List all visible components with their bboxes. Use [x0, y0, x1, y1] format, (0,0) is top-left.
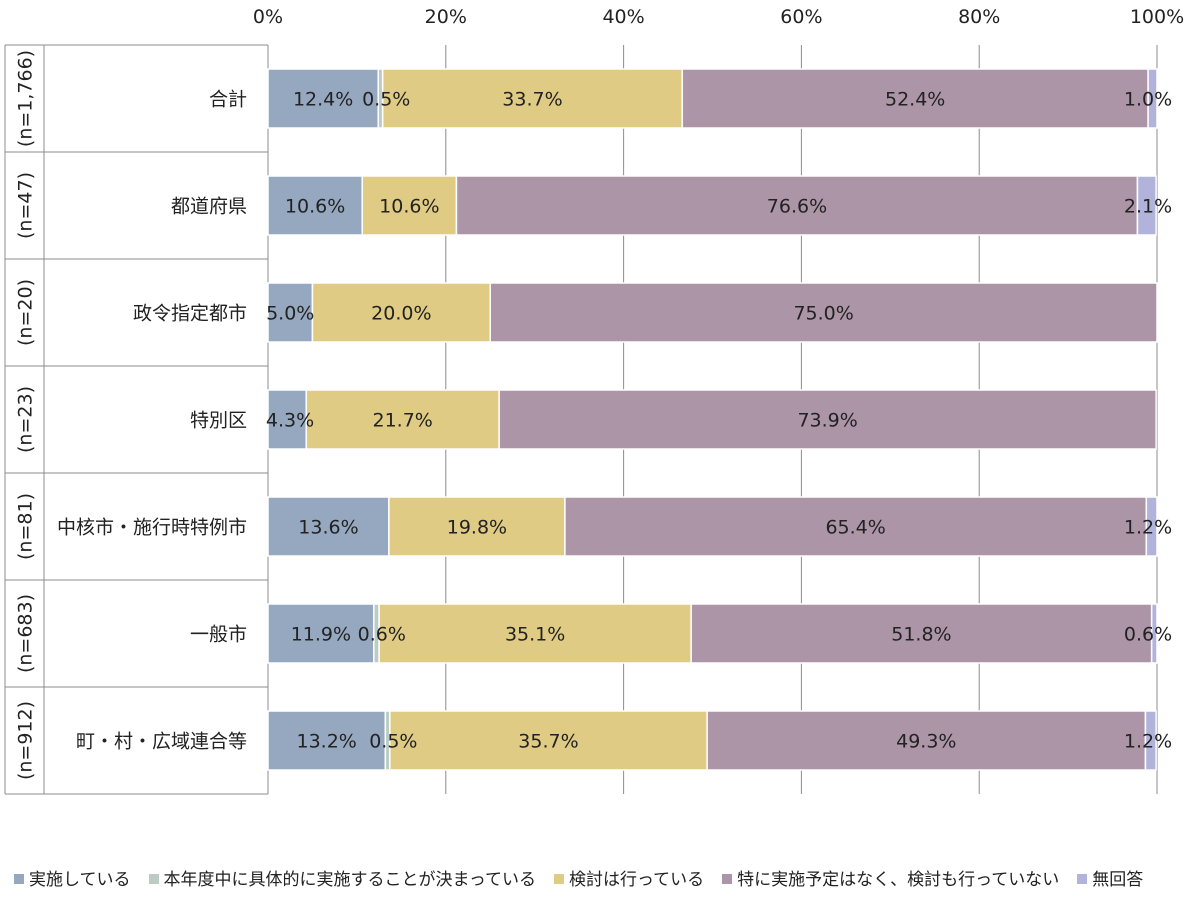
legend-label: 本年度中に具体的に実施することが決まっている	[163, 870, 536, 890]
legend-item: 特に実施予定はなく、検討も行っていない	[722, 866, 1059, 894]
legend-item: 実施している	[14, 866, 131, 894]
data-label: 0.6%	[358, 624, 406, 646]
data-label: 12.4%	[293, 89, 353, 111]
bar-segment	[378, 603, 692, 664]
bar-segment	[1136, 175, 1157, 236]
bar-segment	[564, 496, 1148, 557]
legend-item: 検討は行っている	[553, 866, 705, 894]
data-label: 75.0%	[793, 303, 853, 325]
bar-segment	[489, 282, 1158, 343]
stacked-bar-chart: 合計 (n=1,766) 都道府県 (n=47) 政令指定都市 (n=20) 特別区 (n=2…	[4, 6, 1184, 795]
data-label: 11.9%	[291, 624, 351, 646]
data-label: 21.7%	[373, 410, 433, 432]
bar-segment	[681, 68, 1149, 129]
bar-segment	[388, 496, 566, 557]
bar-segment	[389, 710, 708, 771]
sample-size-label: (n=1,766)	[15, 50, 37, 147]
bar-segment	[305, 389, 500, 450]
data-label: 0.5%	[362, 89, 410, 111]
x-tick-label: 60%	[780, 6, 822, 28]
category-label: 一般市	[190, 624, 247, 646]
x-axis-ticks: 0% 20% 40% 60% 80% 100%	[253, 6, 1184, 28]
category-label: 町・村・広域連合等	[76, 731, 247, 753]
bar-segment	[381, 68, 684, 129]
data-label: 19.8%	[447, 517, 507, 539]
sample-size-label: (n=23)	[15, 386, 37, 453]
legend-swatch	[148, 874, 159, 884]
x-tick-label: 100%	[1130, 6, 1184, 28]
legend-item: 本年度中に具体的に実施することが決まっている	[148, 866, 536, 894]
data-label: 10.6%	[379, 196, 439, 218]
data-label: 13.6%	[298, 517, 358, 539]
x-tick-label: 40%	[602, 6, 644, 28]
legend-label: 実施している	[29, 870, 131, 890]
data-label: 1.2%	[1124, 731, 1172, 753]
category-label: 中核市・施行時特例市	[57, 517, 247, 539]
bar-segment	[267, 175, 363, 236]
data-label: 65.4%	[825, 517, 885, 539]
legend-swatch	[722, 874, 733, 884]
data-label: 4.3%	[266, 410, 314, 432]
data-label: 0.6%	[1124, 624, 1172, 646]
bar-segment	[361, 175, 458, 236]
bars	[267, 68, 1158, 771]
category-label: 特別区	[190, 410, 247, 432]
x-tick-label: 0%	[253, 6, 283, 28]
data-label: 1.0%	[1124, 89, 1172, 111]
data-label: 49.3%	[896, 731, 956, 753]
sample-size-label: (n=683)	[15, 594, 37, 673]
sample-size-label: (n=81)	[15, 493, 37, 560]
bar-segment	[1147, 68, 1158, 129]
data-label: 13.2%	[296, 731, 356, 753]
legend-label: 検討は行っている	[568, 870, 705, 890]
data-label: 73.9%	[797, 410, 857, 432]
bar-segment	[1145, 496, 1158, 557]
data-label: 52.4%	[885, 89, 945, 111]
bar-segment	[267, 496, 390, 557]
legend-swatch	[1077, 874, 1088, 884]
bar-segment	[455, 175, 1139, 236]
category-label: 都道府県	[171, 196, 247, 218]
data-label: 35.7%	[518, 731, 578, 753]
bar-segment	[267, 282, 314, 343]
data-label: 35.1%	[505, 624, 565, 646]
category-label: 合計	[209, 89, 247, 111]
x-tick-label: 80%	[958, 6, 1000, 28]
data-label: 51.8%	[891, 624, 951, 646]
data-label: 5.0%	[266, 303, 314, 325]
data-label: 33.7%	[502, 89, 562, 111]
data-label: 1.2%	[1124, 517, 1172, 539]
data-label: 20.0%	[371, 303, 431, 325]
category-label: 政令指定都市	[133, 303, 247, 325]
data-label: 10.6%	[285, 196, 345, 218]
data-label: 76.6%	[767, 196, 827, 218]
data-labels: 12.4% 0.5% 33.7% 52.4% 1.0% 10.6% 10.6% 76.6% 2.…	[266, 89, 1172, 753]
bar-segment	[267, 603, 375, 664]
sample-size-label: (n=20)	[15, 279, 37, 346]
legend-swatch	[553, 874, 564, 884]
bar-segment	[498, 389, 1157, 450]
legend-item: 無回答	[1077, 866, 1143, 894]
legend-swatch	[14, 874, 24, 884]
bar-segment	[1144, 710, 1157, 771]
legend-label: 特に実施予定はなく、検討も行っていない	[737, 870, 1060, 890]
x-tick-label: 20%	[425, 6, 467, 28]
category-table: 合計 (n=1,766) 都道府県 (n=47) 政令指定都市 (n=20) 特別区 (n=2…	[4, 44, 269, 795]
legend-label: 無回答	[1092, 870, 1144, 890]
data-label: 2.1%	[1124, 196, 1172, 218]
sample-size-label: (n=47)	[15, 172, 37, 239]
bar-segment	[1150, 603, 1158, 664]
bar-segment	[267, 68, 379, 129]
data-label: 0.5%	[369, 731, 417, 753]
legend: 実施している 本年度中に具体的に実施することが決まっている 検討は行っている 特に実施…	[14, 866, 1200, 894]
sample-size-label: (n=912)	[15, 701, 37, 780]
